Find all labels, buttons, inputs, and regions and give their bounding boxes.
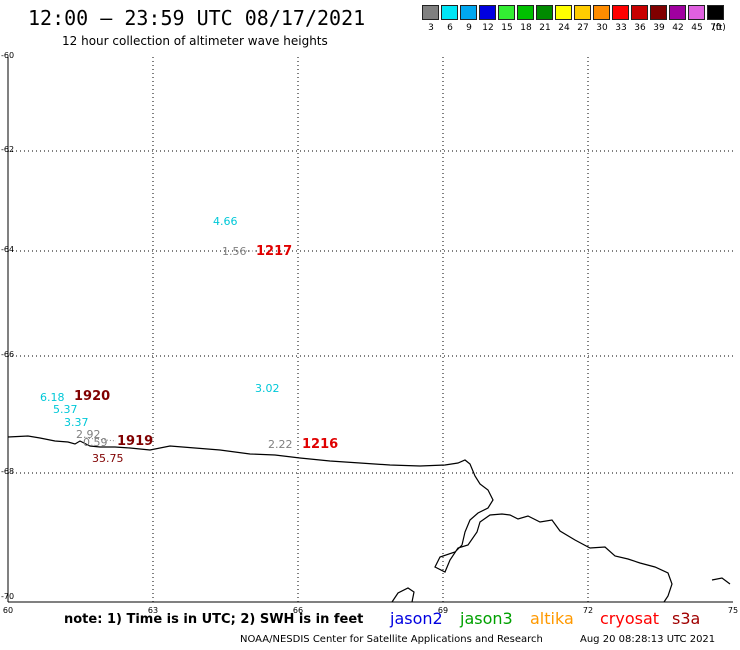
credit-line: NOAA/NESDIS Center for Satellite Applica…	[240, 634, 543, 645]
legend-swatch	[555, 5, 572, 20]
legend-swatch	[479, 5, 496, 20]
map-title: 12:00 – 23:59 UTC 08/17/2021	[28, 6, 366, 30]
legend-swatch	[631, 5, 648, 20]
wave-height-label: 3.37	[64, 416, 89, 429]
map-subtitle: 12 hour collection of altimeter wave hei…	[62, 34, 328, 48]
lon-label-69: 69	[437, 606, 449, 615]
legend-label: 18	[520, 23, 532, 33]
lat-label-64: -64	[1, 245, 15, 254]
legend-swatch	[593, 5, 610, 20]
coastline-east	[711, 577, 731, 585]
wave-height-label: 4.66	[213, 215, 238, 228]
satellite-jason3: jason3	[460, 609, 513, 628]
legend-swatch	[612, 5, 629, 20]
wave-height-label: 35.75	[92, 452, 124, 465]
legend-label: 21	[539, 23, 551, 33]
lon-label-66: 66	[292, 606, 304, 615]
wave-height-label: 1.56	[222, 245, 247, 258]
lon-label-63: 63	[147, 606, 159, 615]
legend-label: 6	[447, 23, 453, 33]
legend-swatch	[460, 5, 477, 20]
time-label: 1919	[117, 434, 154, 449]
legend-swatch	[669, 5, 686, 20]
color-legend: 3 6 9 12 15 18 21 24 27 30 33 36 39 42 45 70 (ft)	[422, 5, 727, 33]
wave-height-label: 2.92	[76, 428, 101, 441]
satellite-s3a: s3a	[672, 609, 701, 628]
legend-swatch	[517, 5, 534, 20]
legend-swatch	[574, 5, 591, 20]
legend-label: 3	[428, 23, 434, 33]
lat-label-62: -62	[1, 145, 15, 154]
time-label: 1920	[74, 389, 111, 404]
legend-label: 45	[691, 23, 703, 33]
legend-label: 42	[672, 23, 684, 33]
time-label: 1217	[256, 244, 293, 259]
legend-label: 27	[577, 23, 589, 33]
legend-label: 15	[501, 23, 513, 33]
wave-height-label: 0.59	[83, 436, 108, 449]
generated-timestamp: Aug 20 08:28:13 UTC 2021	[580, 634, 716, 645]
lat-label-70: -70	[1, 592, 15, 601]
track-marker	[85, 437, 117, 442]
satellite-altika: altika	[530, 609, 574, 628]
wave-height-label: 3.02	[255, 382, 280, 395]
satellite-jason2: jason2	[390, 609, 443, 628]
units-note: note: 1) Time is in UTC; 2) SWH is in fe…	[64, 612, 364, 627]
legend-swatch	[536, 5, 553, 20]
legend-label: 12	[482, 23, 494, 33]
legend-swatch	[650, 5, 667, 20]
legend-label: 33	[615, 23, 627, 33]
lat-label-68: -68	[1, 467, 15, 476]
graticule	[8, 57, 733, 602]
legend-swatch	[498, 5, 515, 20]
legend-label: 24	[558, 23, 570, 33]
legend-swatch	[688, 5, 705, 20]
wave-height-label: 2.22	[268, 438, 293, 451]
legend-unit: (ft)	[712, 23, 726, 33]
lon-label-75: 75	[727, 606, 739, 615]
lat-label-66: -66	[1, 350, 15, 359]
time-label: 1216	[302, 437, 339, 452]
lon-label-60: 60	[2, 606, 14, 615]
satellite-cryosat: cryosat	[600, 609, 660, 628]
wave-height-label: 6.18	[40, 391, 65, 404]
legend-label: 30	[596, 23, 608, 33]
legend-label: 39	[653, 23, 665, 33]
lat-label-60: -60	[1, 51, 15, 60]
legend-label: 9	[466, 23, 472, 33]
legend-swatch	[707, 5, 724, 20]
wave-height-label: 5.37	[53, 403, 78, 416]
coastline-ice-shelf	[391, 587, 415, 603]
coastline	[7, 435, 673, 603]
legend-label: 36	[634, 23, 646, 33]
legend-label: 70	[710, 23, 722, 33]
legend-swatch	[422, 5, 439, 20]
legend-swatch	[441, 5, 458, 20]
lon-label-72: 72	[582, 606, 594, 615]
